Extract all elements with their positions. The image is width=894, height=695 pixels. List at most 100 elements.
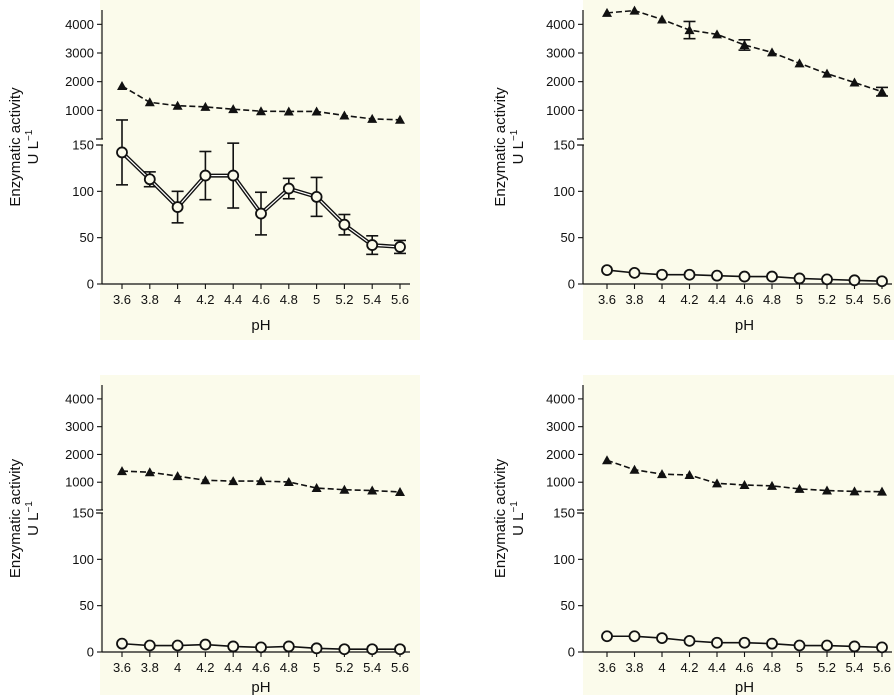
- data-point-circle: [171, 201, 184, 213]
- data-point-triangle: [712, 478, 722, 488]
- data-point-circle: [656, 632, 668, 644]
- x-tick-label: 4.4: [708, 292, 726, 307]
- data-point-triangle: [117, 80, 127, 90]
- x-tick-label: 4.8: [763, 292, 781, 307]
- x-tick-label: 5.6: [873, 660, 891, 675]
- x-tick-label: 4: [174, 660, 181, 675]
- y-axis-label-superscript: −1: [509, 129, 520, 141]
- data-point-triangle: [629, 5, 640, 15]
- data-point-circle: [821, 273, 833, 286]
- y-axis-label-line1: Enzymatic activity: [492, 458, 509, 578]
- upper-y-tick-label: 1000: [546, 475, 575, 490]
- x-tick-label: 4.8: [763, 660, 781, 675]
- data-point-circle: [876, 275, 888, 288]
- upper-y-tick-label: 3000: [546, 46, 575, 61]
- data-point-triangle: [794, 483, 805, 493]
- x-tick-label: 5.6: [873, 292, 891, 307]
- data-point-circle: [601, 264, 613, 277]
- x-tick-label: 4.2: [196, 660, 214, 675]
- data-point-circle: [255, 641, 267, 654]
- chart-panel-bottom-right: 1000 2000 3000 4000 0 50 100 150 3.6 3.8 4 4.2 4.4 4.…: [492, 375, 894, 695]
- data-point-triangle: [172, 471, 183, 481]
- lower-y-tick-label: 150: [72, 506, 94, 521]
- series-circle: [601, 264, 888, 288]
- data-point-circle: [628, 266, 641, 279]
- data-point-circle: [656, 268, 668, 281]
- series-circle: [601, 630, 888, 654]
- data-point-circle: [793, 639, 806, 652]
- x-tick-label: 4: [658, 292, 665, 307]
- data-point-circle: [601, 630, 613, 643]
- x-axis-label: pH: [251, 317, 270, 334]
- x-tick-label: 4.6: [735, 660, 753, 675]
- upper-y-tick-label: 3000: [65, 46, 94, 61]
- data-point-circle: [711, 636, 723, 649]
- upper-y-tick-label: 4000: [546, 391, 575, 406]
- data-point-triangle: [395, 114, 405, 124]
- data-point-triangle: [877, 486, 887, 496]
- data-point-triangle: [311, 106, 322, 116]
- lower-y-tick-label: 0: [568, 645, 575, 660]
- data-point-circle: [143, 639, 156, 652]
- data-point-circle: [848, 274, 861, 287]
- data-point-triangle: [794, 58, 805, 68]
- data-point-triangle: [311, 483, 322, 493]
- upper-y-tick-label: 4000: [546, 17, 575, 32]
- data-point-circle: [116, 146, 128, 159]
- data-point-triangle: [822, 68, 832, 78]
- series-triangle: [602, 5, 888, 97]
- lower-y-tick-label: 0: [87, 645, 94, 660]
- data-point-circle: [199, 169, 212, 182]
- lower-y-tick-label: 100: [72, 552, 94, 567]
- data-point-circle: [394, 241, 406, 253]
- x-tick-label: 3.6: [113, 292, 131, 307]
- data-point-triangle: [767, 47, 777, 57]
- x-tick-label: 5.6: [391, 292, 409, 307]
- data-point-circle: [738, 270, 751, 283]
- data-point-triangle: [144, 467, 155, 477]
- x-tick-label: 4: [174, 292, 181, 307]
- x-tick-label: 5.2: [818, 660, 836, 675]
- x-tick-label: 4.4: [708, 660, 726, 675]
- data-point-triangle: [657, 469, 667, 479]
- data-point-circle: [683, 268, 696, 281]
- data-point-triangle: [172, 100, 183, 110]
- data-point-triangle: [283, 106, 294, 116]
- data-point-triangle: [849, 77, 860, 87]
- y-axis-label-line1: Enzymatic activity: [7, 87, 24, 207]
- y-axis-label-unit: U L: [25, 141, 42, 164]
- data-point-circle: [143, 173, 156, 186]
- data-point-triangle: [228, 104, 239, 114]
- x-tick-label: 5: [313, 660, 320, 675]
- lower-y-tick-label: 100: [72, 184, 94, 199]
- data-point-triangle: [739, 480, 750, 489]
- x-tick-label: 4.8: [280, 660, 298, 675]
- lower-y-tick-label: 0: [568, 277, 575, 292]
- data-point-circle: [793, 272, 806, 285]
- series-line: [606, 9, 883, 93]
- lower-y-tick-label: 150: [553, 506, 575, 521]
- data-point-circle: [310, 642, 323, 655]
- x-tick-label: 3.6: [598, 292, 616, 307]
- lower-y-tick-label: 150: [72, 138, 94, 153]
- series-circle: [116, 637, 406, 656]
- lower-y-tick-label: 100: [553, 552, 575, 567]
- data-point-triangle: [367, 485, 378, 495]
- data-point-circle: [338, 218, 351, 231]
- data-point-triangle: [144, 97, 155, 107]
- x-tick-label: 4.6: [252, 292, 270, 307]
- x-tick-label: 5: [796, 660, 803, 675]
- chart-panel-top-left: 1000 2000 3000 4000 0 50 100 150 3.6 3.8 4 4.2 4.4 4.…: [7, 0, 420, 340]
- x-tick-label: 5.6: [391, 660, 409, 675]
- y-axis-label-unit: U L: [510, 141, 527, 164]
- lower-y-tick-label: 0: [87, 277, 94, 292]
- data-point-triangle: [767, 480, 777, 490]
- y-axis-label-line1: Enzymatic activity: [7, 458, 24, 578]
- data-point-triangle: [849, 486, 860, 496]
- upper-y-tick-label: 3000: [65, 419, 94, 434]
- data-point-triangle: [256, 476, 266, 486]
- upper-y-tick-label: 2000: [65, 447, 94, 462]
- data-point-triangle: [877, 86, 887, 96]
- series-triangle: [117, 80, 405, 124]
